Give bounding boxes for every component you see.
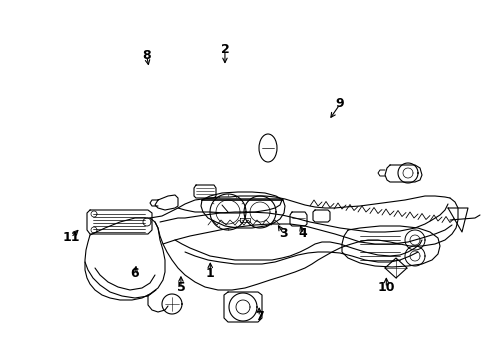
Text: 5: 5 xyxy=(176,281,185,294)
Text: 4: 4 xyxy=(298,227,307,240)
Text: 11: 11 xyxy=(62,231,80,244)
Text: 8: 8 xyxy=(142,49,151,62)
Text: 3: 3 xyxy=(279,227,287,240)
Text: 10: 10 xyxy=(377,281,394,294)
Text: 7: 7 xyxy=(254,310,263,323)
Text: 9: 9 xyxy=(335,98,344,111)
Text: 1: 1 xyxy=(205,267,214,280)
Text: 6: 6 xyxy=(130,267,139,280)
Text: 2: 2 xyxy=(220,44,229,57)
